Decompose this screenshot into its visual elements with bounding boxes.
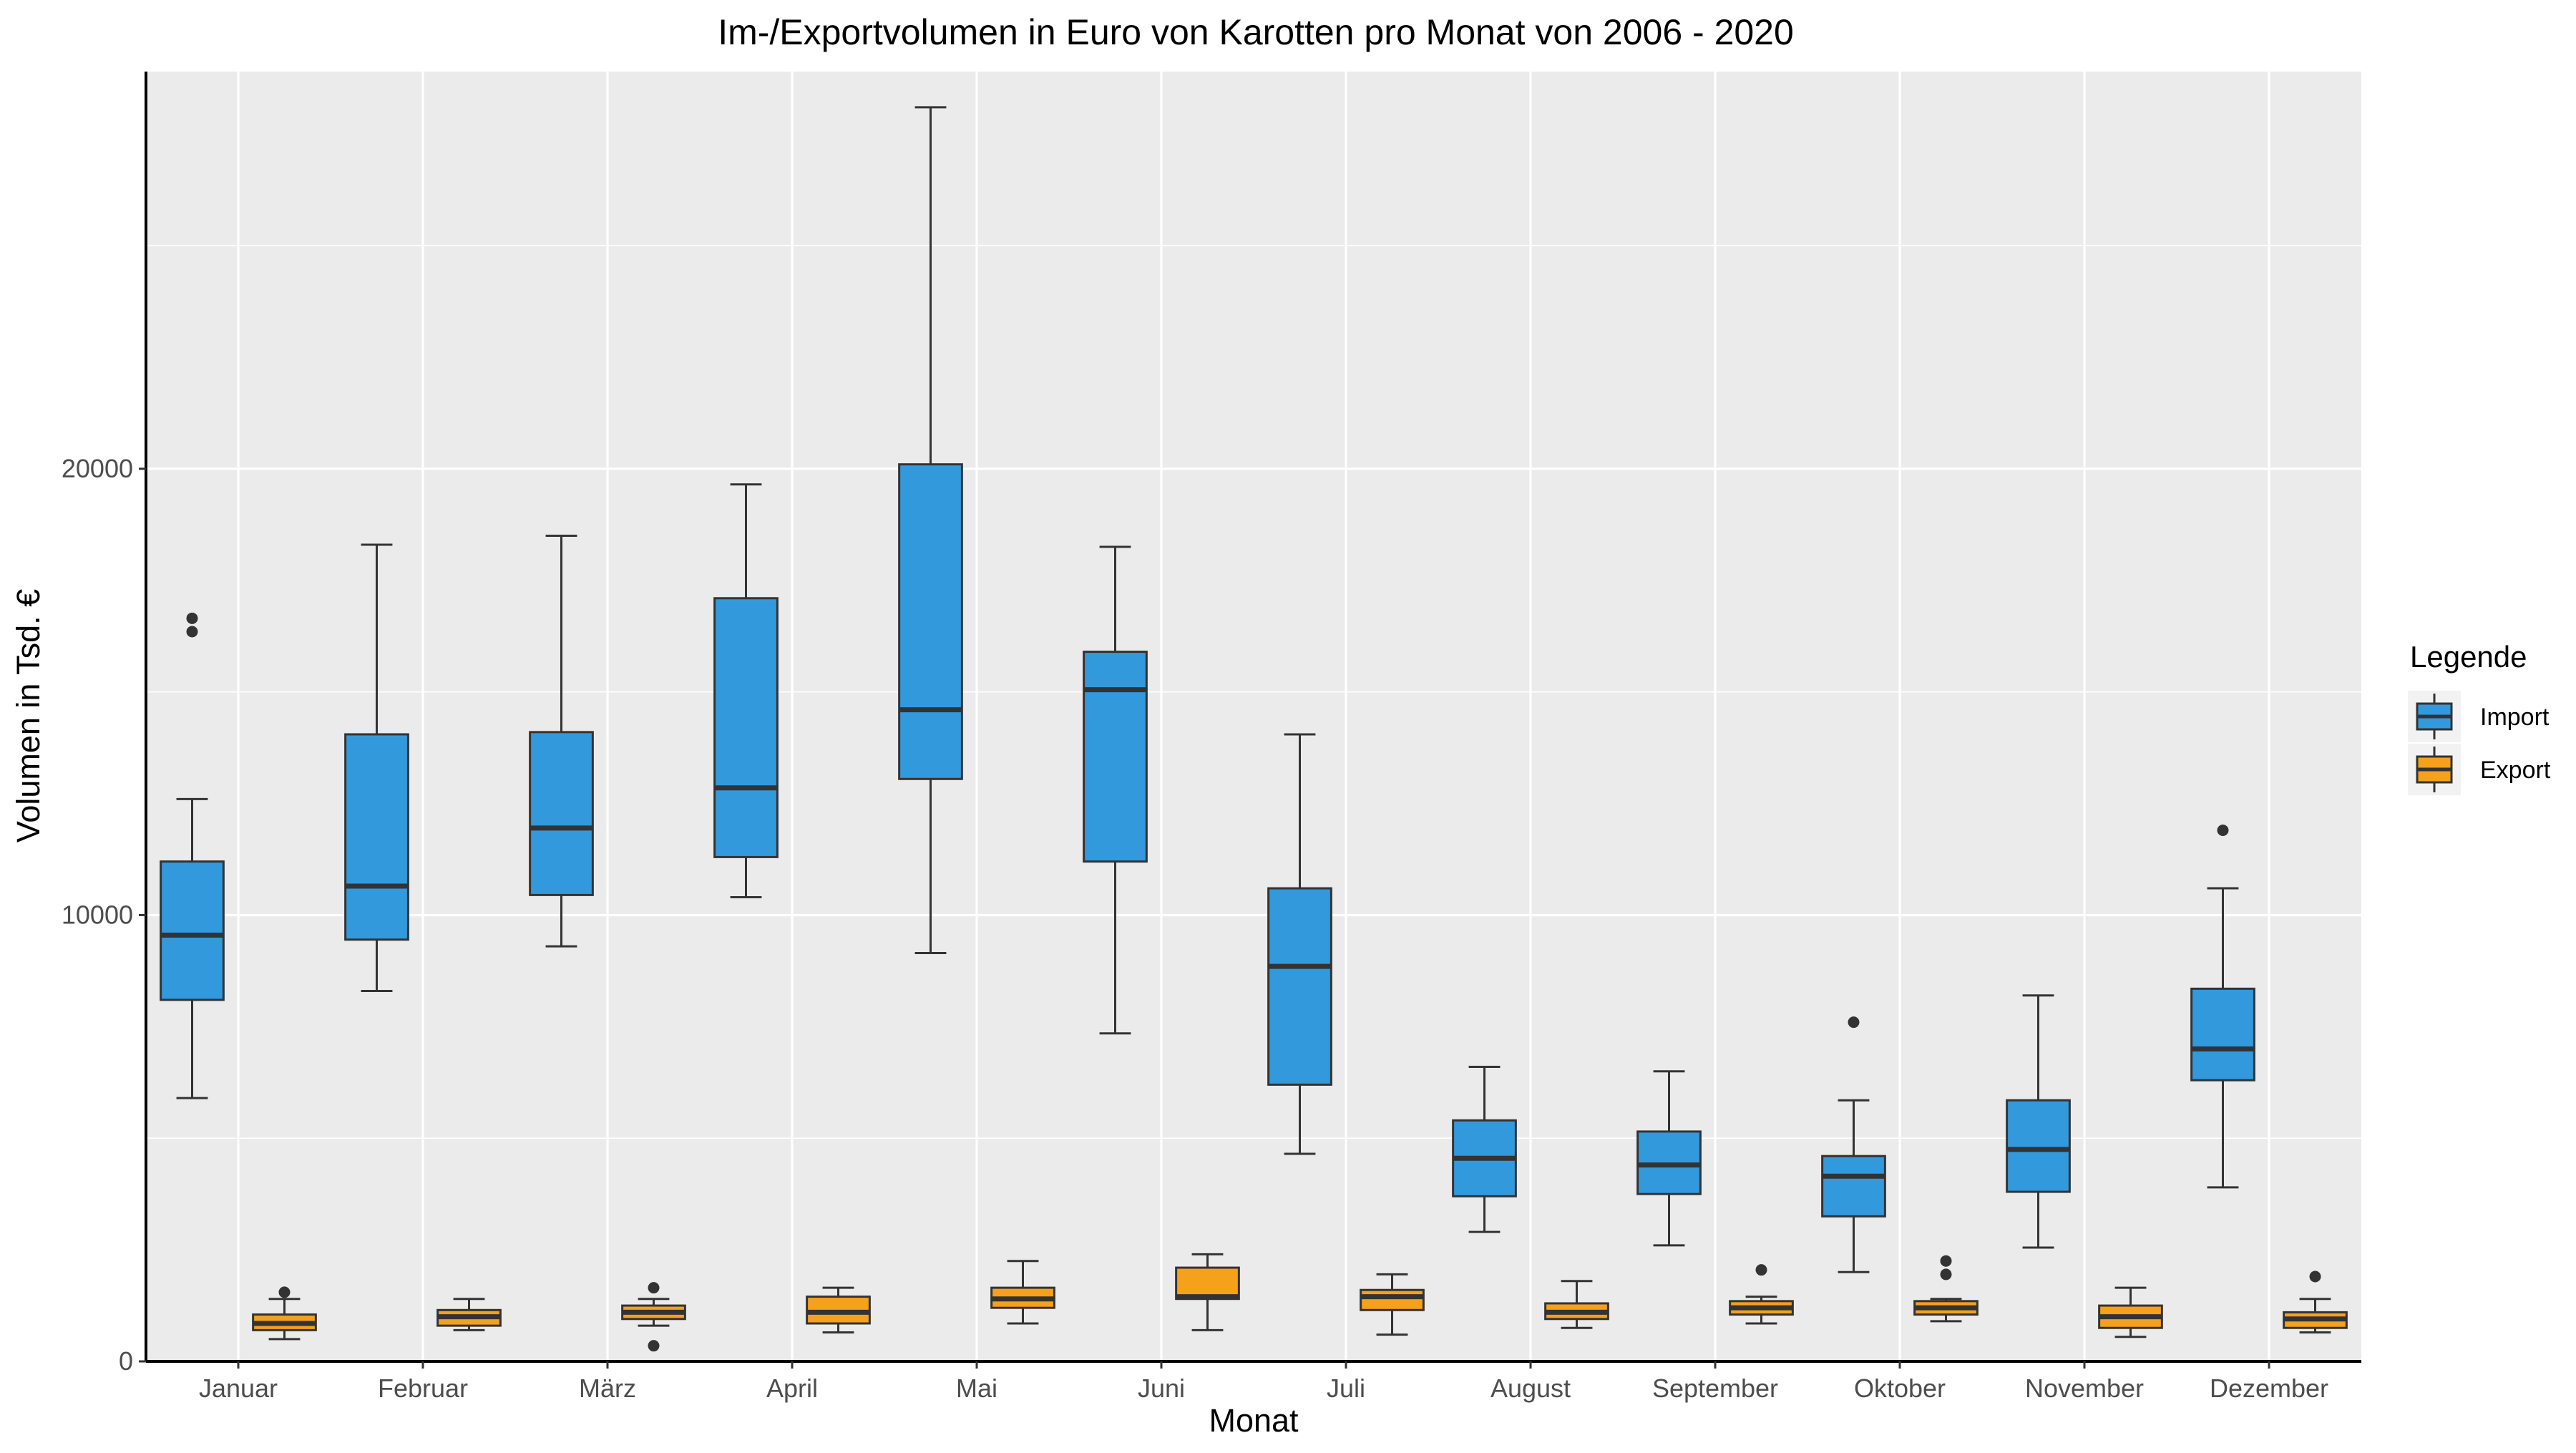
box-export-august: [1544, 1280, 1609, 1329]
y-tick-label: 10000: [62, 900, 133, 929]
outlier-point: [648, 1282, 660, 1294]
x-tick-label: Oktober: [1854, 1374, 1946, 1403]
box-body: [529, 731, 594, 896]
outlier-point: [278, 1286, 291, 1298]
box-import-februar: [344, 543, 409, 992]
x-axis-title: Monat: [1209, 1402, 1299, 1439]
box-body: [1267, 887, 1332, 1086]
chart-title: Im-/Exportvolumen in Euro von Karotten p…: [718, 12, 1794, 52]
box-body: [713, 597, 779, 858]
box-export-juli: [1360, 1273, 1425, 1336]
box-export-april: [806, 1286, 871, 1333]
box-body: [344, 733, 409, 941]
outlier-point: [2309, 1270, 2321, 1283]
box-export-märz: [621, 1282, 686, 1352]
box-body: [160, 860, 225, 1001]
box-export-mai: [990, 1260, 1055, 1325]
box-import-juni: [1083, 545, 1148, 1035]
legend-items: Import Export: [2408, 691, 2551, 795]
box-body: [2006, 1099, 2071, 1193]
outlier-point: [1755, 1264, 1767, 1276]
axes: [145, 72, 2361, 1363]
box-import-september: [1636, 1070, 1702, 1247]
outlier-point: [1848, 1016, 1860, 1029]
box-body: [898, 463, 963, 780]
x-tick-label: November: [2025, 1374, 2144, 1403]
box-export-september: [1729, 1264, 1794, 1325]
box-export-oktober: [1913, 1255, 1979, 1323]
outlier-point: [186, 612, 198, 624]
x-tick-label: Juli: [1327, 1374, 1365, 1403]
x-tick-label: Januar: [199, 1374, 278, 1403]
box-import-april: [713, 483, 779, 899]
box-import-mai: [898, 106, 963, 954]
legend-label: Export: [2480, 757, 2551, 784]
legend-item-import: Import: [2408, 691, 2550, 742]
legend-label: Import: [2480, 704, 2550, 731]
box-export-november: [2098, 1286, 2163, 1338]
x-tick-label: Dezember: [2210, 1374, 2328, 1403]
x-tick-label: März: [579, 1374, 636, 1403]
outlier-point: [186, 626, 198, 638]
legend-title: Legende: [2410, 640, 2527, 674]
box-import-januar: [160, 612, 225, 1099]
tick-labels: 0 10000 20000 Januar Februar März April Mai Juni…: [62, 454, 2328, 1403]
x-tick-label: April: [766, 1374, 818, 1403]
box-import-oktober: [1821, 1016, 1886, 1273]
box-export-dezember: [2283, 1270, 2348, 1333]
y-axis-title: Volumen in Tsd. €: [10, 589, 47, 842]
box-import-juli: [1267, 733, 1332, 1155]
y-tick-label: 20000: [62, 454, 133, 483]
box-import-august: [1452, 1065, 1517, 1233]
box-body: [1821, 1155, 1886, 1218]
box-import-november: [2006, 994, 2071, 1249]
box-series: [160, 106, 2348, 1352]
legend: Legende Import Export: [2408, 640, 2551, 795]
series-export: [252, 1253, 2348, 1352]
x-tick-label: August: [1491, 1374, 1571, 1403]
box-export-januar: [252, 1286, 317, 1341]
plot-panel: [146, 72, 2361, 1361]
box-import-märz: [529, 534, 594, 948]
x-tick-label: Mai: [956, 1374, 997, 1403]
x-tick-label: September: [1652, 1374, 1778, 1403]
legend-item-export: Export: [2408, 744, 2551, 795]
outlier-point: [1940, 1255, 1952, 1267]
outlier-point: [648, 1340, 660, 1352]
box-body: [1083, 651, 1148, 863]
box-body: [2190, 987, 2255, 1082]
outlier-point: [2217, 825, 2229, 836]
y-tick-label: 0: [119, 1346, 133, 1376]
x-tick-label: Juni: [1138, 1374, 1185, 1403]
box-export-juni: [1175, 1253, 1240, 1331]
box-export-februar: [436, 1298, 502, 1331]
outlier-point: [1940, 1268, 1952, 1281]
series-import: [160, 106, 2255, 1273]
x-tick-label: Februar: [378, 1374, 468, 1403]
box-body: [1360, 1288, 1425, 1311]
grid-lines: [146, 72, 2361, 1363]
box-import-dezember: [2190, 825, 2255, 1189]
